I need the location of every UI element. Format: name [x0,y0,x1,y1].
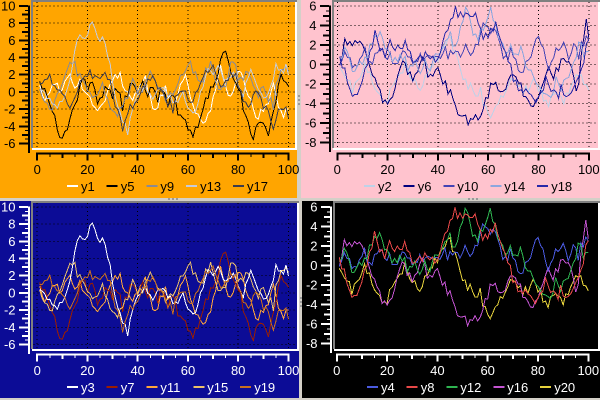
svg-text:2: 2 [310,239,317,254]
svg-text:4: 4 [309,18,316,33]
svg-text:8: 8 [8,217,15,232]
svg-text:y7: y7 [121,380,135,395]
svg-text:60: 60 [181,162,195,177]
svg-text:-6: -6 [305,116,317,131]
svg-text:80: 80 [531,162,545,177]
svg-text:y15: y15 [207,380,228,395]
svg-text:0: 0 [8,84,15,99]
svg-text:y9: y9 [160,179,174,194]
svg-text:-6: -6 [4,136,16,151]
svg-text:8: 8 [8,16,15,31]
svg-text:y1: y1 [81,179,95,194]
svg-text:20: 20 [80,162,94,177]
svg-text:2: 2 [309,38,316,53]
svg-text:4: 4 [310,219,317,234]
svg-text:y3: y3 [81,380,95,395]
svg-text:20: 20 [380,162,394,177]
svg-text:2: 2 [8,67,15,82]
svg-text:2: 2 [8,268,15,283]
svg-text:100: 100 [578,162,600,177]
svg-text:-8: -8 [306,336,318,351]
svg-text:0: 0 [334,162,341,177]
svg-text:-6: -6 [306,317,318,332]
svg-text:0: 0 [309,57,316,72]
svg-text:4: 4 [8,50,15,65]
svg-text:60: 60 [481,162,495,177]
svg-text:4: 4 [8,251,15,266]
svg-text:6: 6 [310,200,317,215]
svg-text:y2: y2 [378,179,392,194]
svg-text:0: 0 [333,363,340,378]
svg-text:10: 10 [1,200,15,215]
svg-text:6: 6 [8,234,15,249]
svg-text:60: 60 [181,363,195,378]
svg-text:80: 80 [231,162,245,177]
svg-text:0: 0 [34,363,41,378]
svg-text:y4: y4 [381,380,395,395]
svg-text:y14: y14 [504,179,525,194]
svg-text:0: 0 [8,285,15,300]
svg-text:y18: y18 [551,179,572,194]
svg-text:80: 80 [231,363,245,378]
svg-text:60: 60 [480,363,494,378]
svg-text:6: 6 [309,0,316,14]
svg-text:10: 10 [1,0,15,14]
svg-text:80: 80 [531,363,545,378]
svg-text:-8: -8 [305,135,317,150]
svg-text:y12: y12 [460,380,481,395]
svg-text:40: 40 [430,363,444,378]
svg-text:-2: -2 [306,278,318,293]
svg-text:40: 40 [431,162,445,177]
svg-text:y6: y6 [418,179,432,194]
svg-text:100: 100 [577,363,599,378]
svg-text:y8: y8 [421,380,435,395]
svg-text:-4: -4 [306,297,318,312]
svg-text:40: 40 [130,363,144,378]
svg-text:y13: y13 [200,179,221,194]
svg-text:100: 100 [278,162,300,177]
svg-text:6: 6 [8,33,15,48]
svg-text:y20: y20 [554,380,575,395]
svg-text:20: 20 [80,363,94,378]
svg-text:-4: -4 [4,119,16,134]
svg-text:0: 0 [310,258,317,273]
svg-text:y16: y16 [507,380,528,395]
svg-text:0: 0 [34,162,41,177]
svg-text:40: 40 [130,162,144,177]
svg-text:-4: -4 [305,96,317,111]
svg-text:-2: -2 [305,77,317,92]
svg-text:y17: y17 [247,179,268,194]
svg-text:-2: -2 [4,303,16,318]
svg-text:y11: y11 [160,380,180,395]
svg-text:y10: y10 [457,179,478,194]
svg-text:-2: -2 [4,102,16,117]
svg-text:100: 100 [278,363,300,378]
svg-text:y5: y5 [121,179,135,194]
svg-text:20: 20 [380,363,394,378]
svg-text:-6: -6 [4,337,16,352]
svg-text:-4: -4 [4,320,16,335]
svg-text:y19: y19 [254,380,275,395]
